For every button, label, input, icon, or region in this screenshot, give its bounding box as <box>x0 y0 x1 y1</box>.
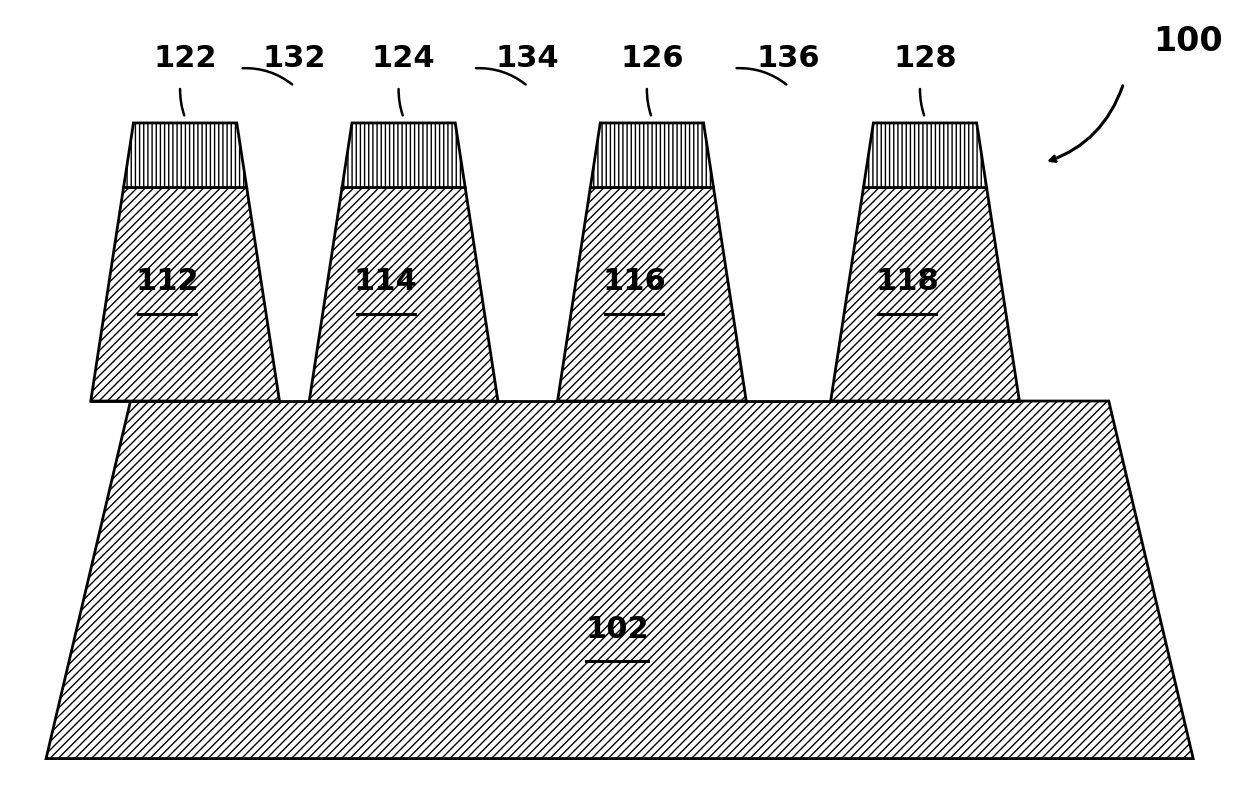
Bar <box>280 187 310 401</box>
Text: 122: 122 <box>154 44 217 73</box>
Text: 100: 100 <box>1154 25 1223 58</box>
Polygon shape <box>124 123 247 187</box>
Text: 116: 116 <box>602 268 665 296</box>
Polygon shape <box>558 187 746 401</box>
Text: 126: 126 <box>620 44 684 73</box>
Text: 134: 134 <box>496 44 560 73</box>
Text: 118: 118 <box>875 268 939 296</box>
Polygon shape <box>310 187 498 401</box>
Bar <box>746 187 830 401</box>
Polygon shape <box>864 123 986 187</box>
Text: 128: 128 <box>893 44 957 73</box>
Polygon shape <box>830 187 1020 401</box>
Polygon shape <box>342 123 465 187</box>
Text: 112: 112 <box>135 268 199 296</box>
Bar <box>498 187 558 401</box>
Polygon shape <box>46 401 1193 758</box>
Text: 132: 132 <box>263 44 326 73</box>
Polygon shape <box>90 187 280 401</box>
Text: 124: 124 <box>372 44 435 73</box>
Text: 136: 136 <box>757 44 820 73</box>
Polygon shape <box>590 123 714 187</box>
Text: 114: 114 <box>354 268 418 296</box>
Text: 102: 102 <box>585 615 649 644</box>
